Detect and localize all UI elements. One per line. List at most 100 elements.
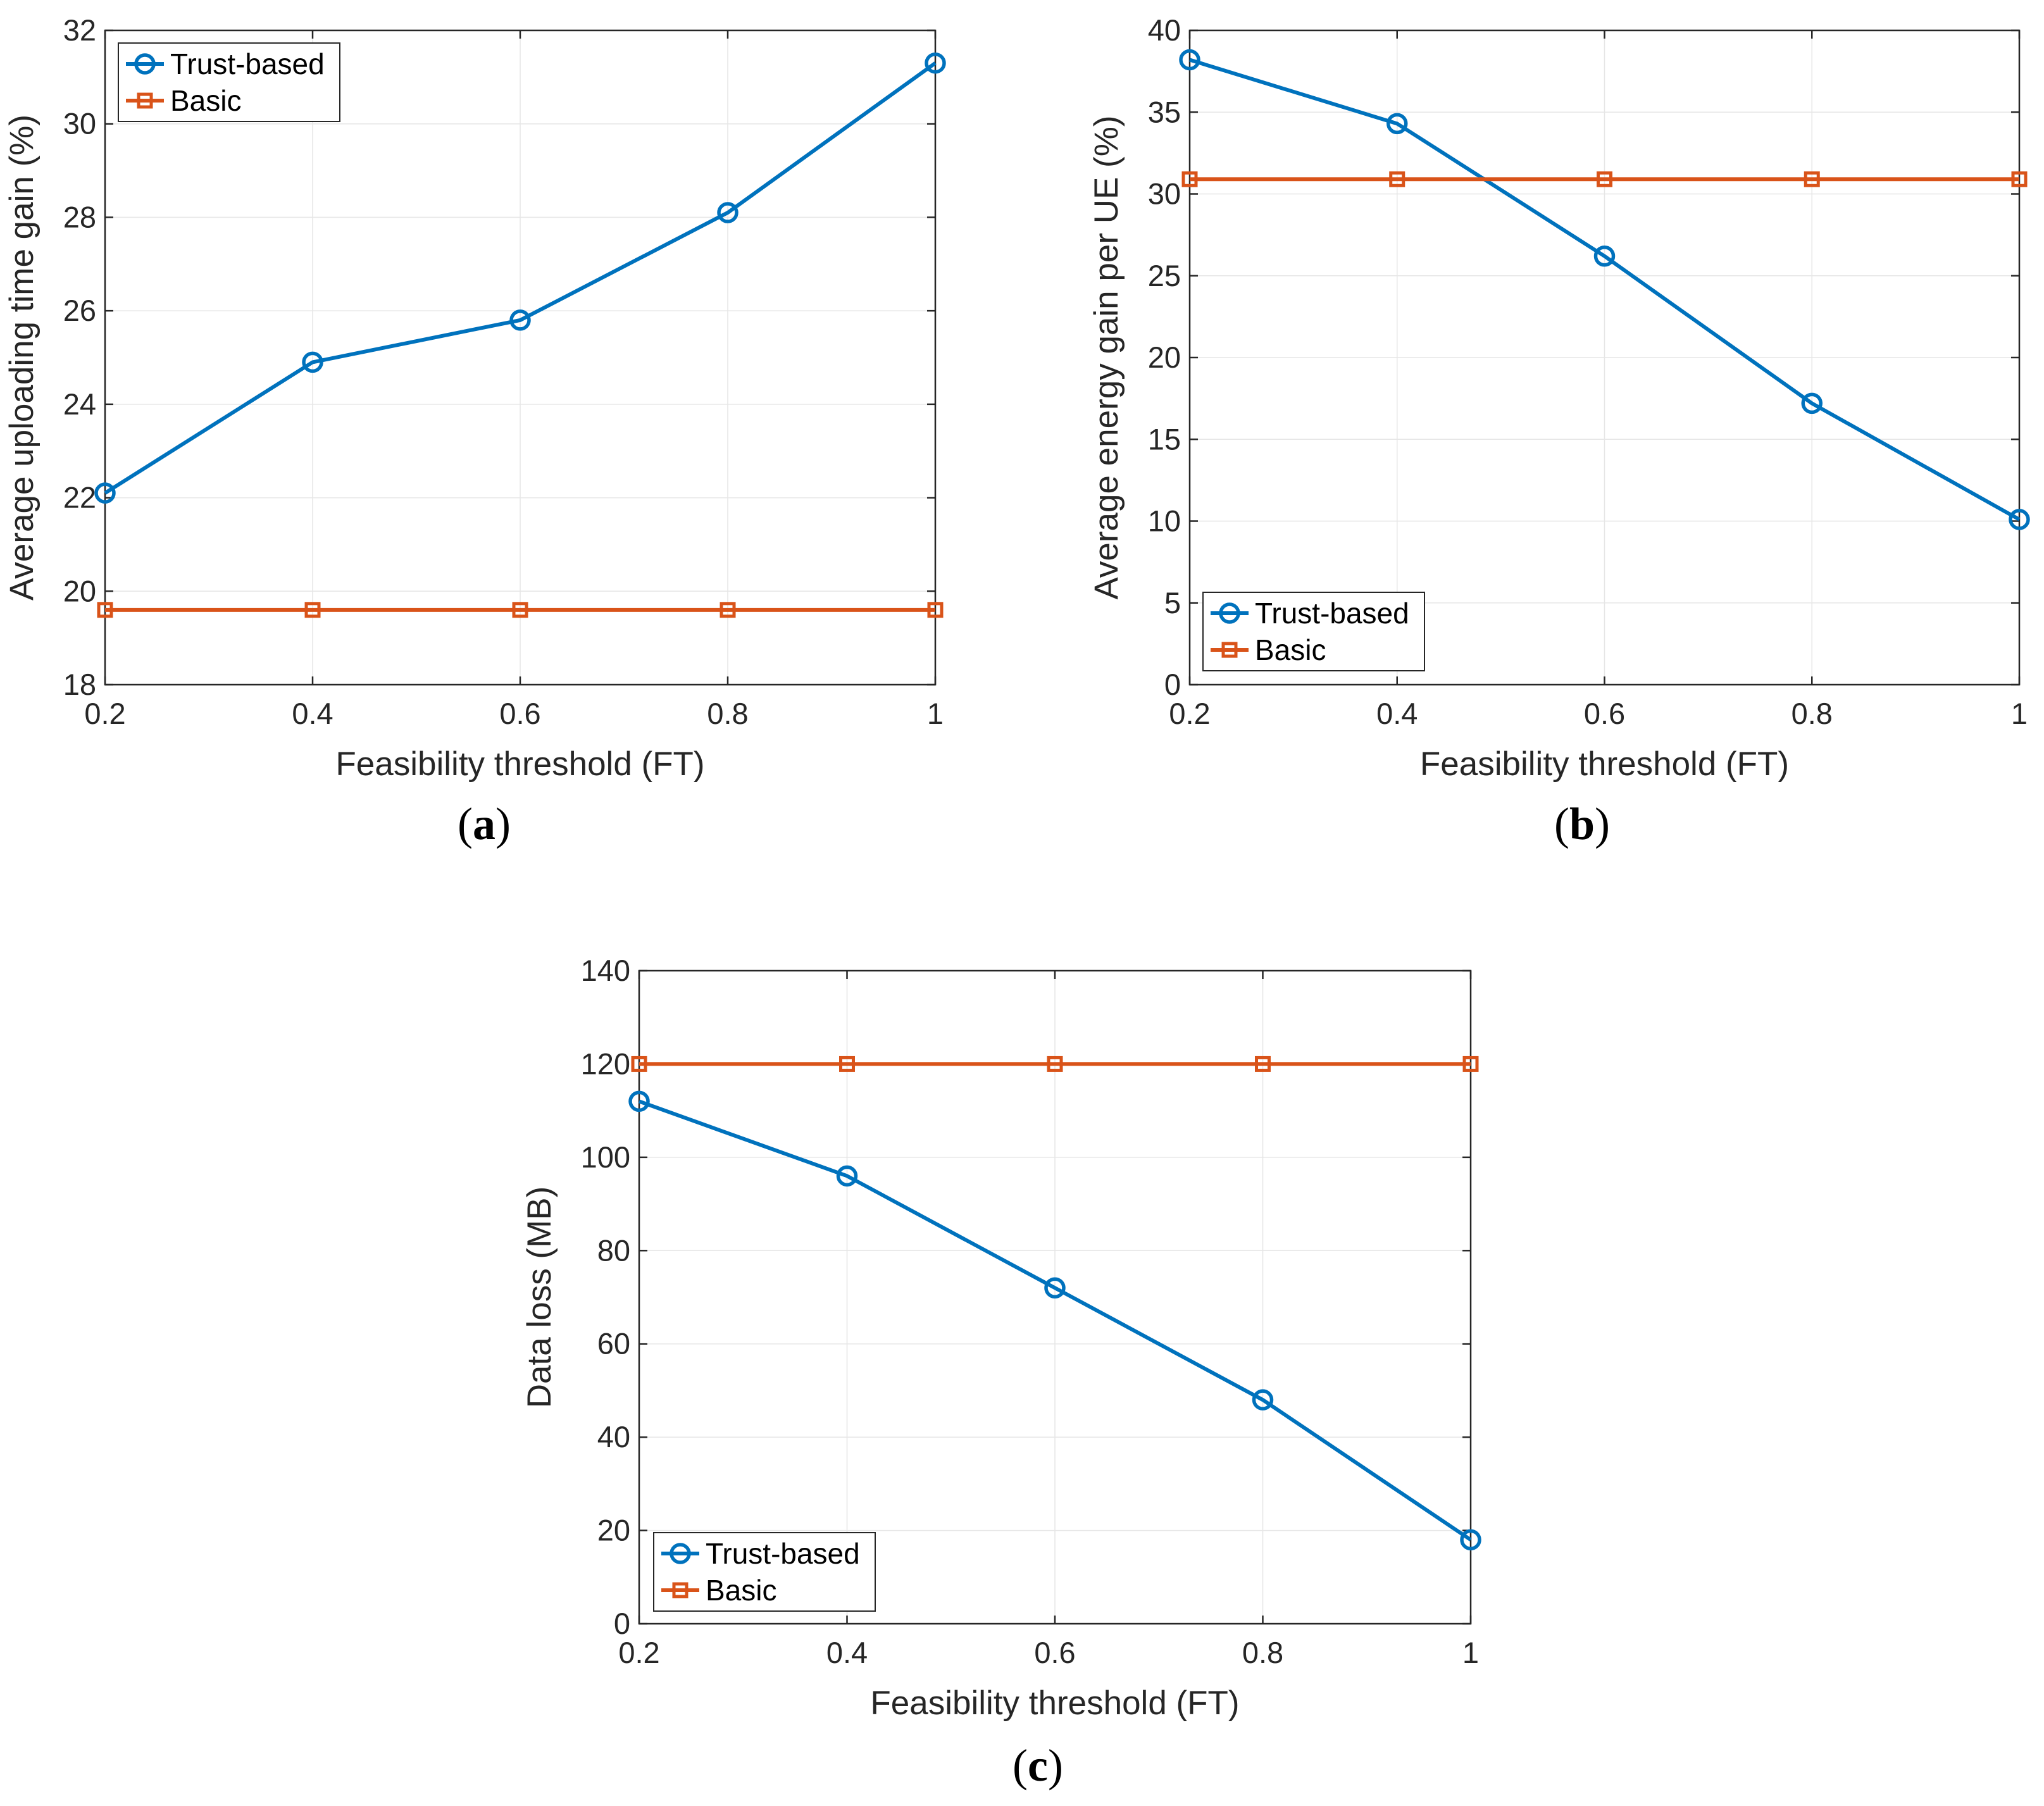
y-tick-label: 40 [597, 1420, 630, 1454]
y-tick-label: 20 [63, 574, 96, 607]
x-tick-label: 0.4 [826, 1636, 868, 1669]
data-point [512, 602, 528, 618]
data-point [717, 202, 738, 223]
legend-circle-icon [1219, 602, 1240, 624]
y-tick-label: 40 [1148, 13, 1181, 47]
series-trust-based [94, 52, 946, 504]
y-tick-label: 24 [63, 387, 96, 421]
x-tick-label: 1 [1462, 1636, 1479, 1669]
data-point [304, 602, 321, 618]
y-tick-label: 15 [1148, 422, 1181, 456]
data-point [1804, 171, 1820, 187]
legend-circle-icon [670, 1543, 691, 1564]
legend-label: Trust-based [706, 1537, 860, 1570]
chart-panel-a: 0.2 0.4 0.6 0.8 1 18 20 22 24 26 28 30 32 Feasibility… [3, 13, 946, 849]
y-tick-label: 100 [581, 1140, 630, 1174]
x-tick-label: 0.4 [1376, 697, 1418, 730]
data-point [1179, 49, 1200, 71]
panel-caption: (a) [458, 799, 511, 849]
data-point [509, 309, 531, 331]
y-axis-label: Average energy gain per UE (%) [1088, 116, 1125, 600]
legend-square-icon [137, 92, 153, 109]
legend-square-icon [672, 1582, 689, 1598]
y-tick-label: 5 [1164, 586, 1181, 620]
y-axis-label: Average uploading time gain (%) [3, 115, 41, 601]
legend-label: Basic [170, 84, 241, 117]
data-point [97, 602, 113, 618]
data-point [836, 1165, 858, 1187]
series-basic [1181, 171, 2028, 187]
panel-caption: (c) [1013, 1740, 1063, 1791]
data-point [1597, 171, 1612, 187]
y-tick-label: 0 [614, 1607, 630, 1640]
x-tick-label: 0.4 [292, 697, 333, 730]
y-tick-label: 80 [597, 1233, 630, 1267]
x-tick-label: 1 [2011, 697, 2028, 730]
y-tick-label: 26 [63, 294, 96, 327]
x-axis-label: Feasibility threshold (FT) [870, 1685, 1239, 1722]
legend: Trust-based Basic [118, 42, 340, 122]
y-tick-label: 25 [1148, 259, 1181, 292]
legend-box [118, 42, 340, 122]
y-tick-label: 0 [1164, 668, 1181, 701]
legend-label: Trust-based [170, 47, 325, 80]
legend-label: Basic [706, 1574, 776, 1607]
x-tick-label: 0.2 [84, 697, 125, 730]
y-tick-label: 18 [63, 668, 96, 701]
legend-label: Basic [1255, 633, 1326, 666]
x-tick-label: 0.8 [707, 697, 748, 730]
series-line [638, 1099, 1472, 1541]
data-point [302, 351, 323, 373]
series-basic [631, 1056, 1479, 1072]
y-axis-label: Data loss (MB) [521, 1186, 558, 1408]
data-point [1047, 1056, 1063, 1072]
x-tick-label: 1 [927, 697, 944, 730]
y-tick-label: 30 [63, 107, 96, 140]
y-tick-label: 32 [63, 13, 96, 47]
data-point [2009, 509, 2030, 530]
x-axis-label: Feasibility threshold (FT) [335, 745, 704, 783]
data-point [720, 602, 736, 618]
legend-box [653, 1532, 876, 1612]
y-tick-label: 120 [581, 1047, 630, 1080]
y-tick-label: 30 [1148, 177, 1181, 211]
x-tick-label: 0.2 [1169, 697, 1210, 730]
y-tick-label: 60 [597, 1327, 630, 1361]
x-axis-label: Feasibility threshold (FT) [1420, 745, 1789, 783]
x-tick-label: 0.8 [1792, 697, 1833, 730]
x-tick-label: 0.2 [618, 1636, 659, 1669]
data-point [1181, 171, 1198, 187]
data-point [1044, 1277, 1066, 1299]
y-tick-label: 35 [1148, 95, 1181, 128]
series-trust-based [628, 1090, 1481, 1551]
series-trust-based [1179, 49, 2030, 530]
legend: Trust-based Basic [653, 1532, 876, 1612]
data-point [2011, 171, 2028, 187]
data-point [628, 1090, 650, 1112]
y-tick-label: 140 [581, 954, 630, 987]
data-point [1460, 1529, 1481, 1551]
data-point [1389, 171, 1405, 187]
legend-box [1202, 592, 1425, 671]
legend-square-icon [1221, 642, 1238, 658]
data-point [631, 1056, 647, 1072]
data-point [1801, 392, 1823, 414]
data-point [1593, 245, 1616, 267]
y-tick-label: 10 [1148, 504, 1181, 538]
y-tick-label: 28 [63, 200, 96, 234]
x-tick-label: 0.8 [1242, 1636, 1283, 1669]
chart-panel-b: 0.2 0.4 0.6 0.8 10510152025303540Feasibility… [1088, 13, 2030, 849]
x-tick-label: 0.6 [1584, 697, 1625, 730]
data-point [94, 482, 116, 504]
x-tick-label: 0.6 [499, 697, 540, 730]
series-line [104, 61, 937, 495]
panel-caption: (b) [1554, 799, 1610, 849]
data-point [1387, 113, 1408, 135]
data-point [839, 1056, 855, 1072]
chart-panel-c: 0.2 0.4 0.6 0.8 1 0 20 40 60 80 100 120 140 Feasibili… [521, 954, 1481, 1791]
data-point [1462, 1056, 1479, 1072]
x-tick-label: 0.6 [1034, 1636, 1075, 1669]
data-point [1255, 1056, 1271, 1072]
